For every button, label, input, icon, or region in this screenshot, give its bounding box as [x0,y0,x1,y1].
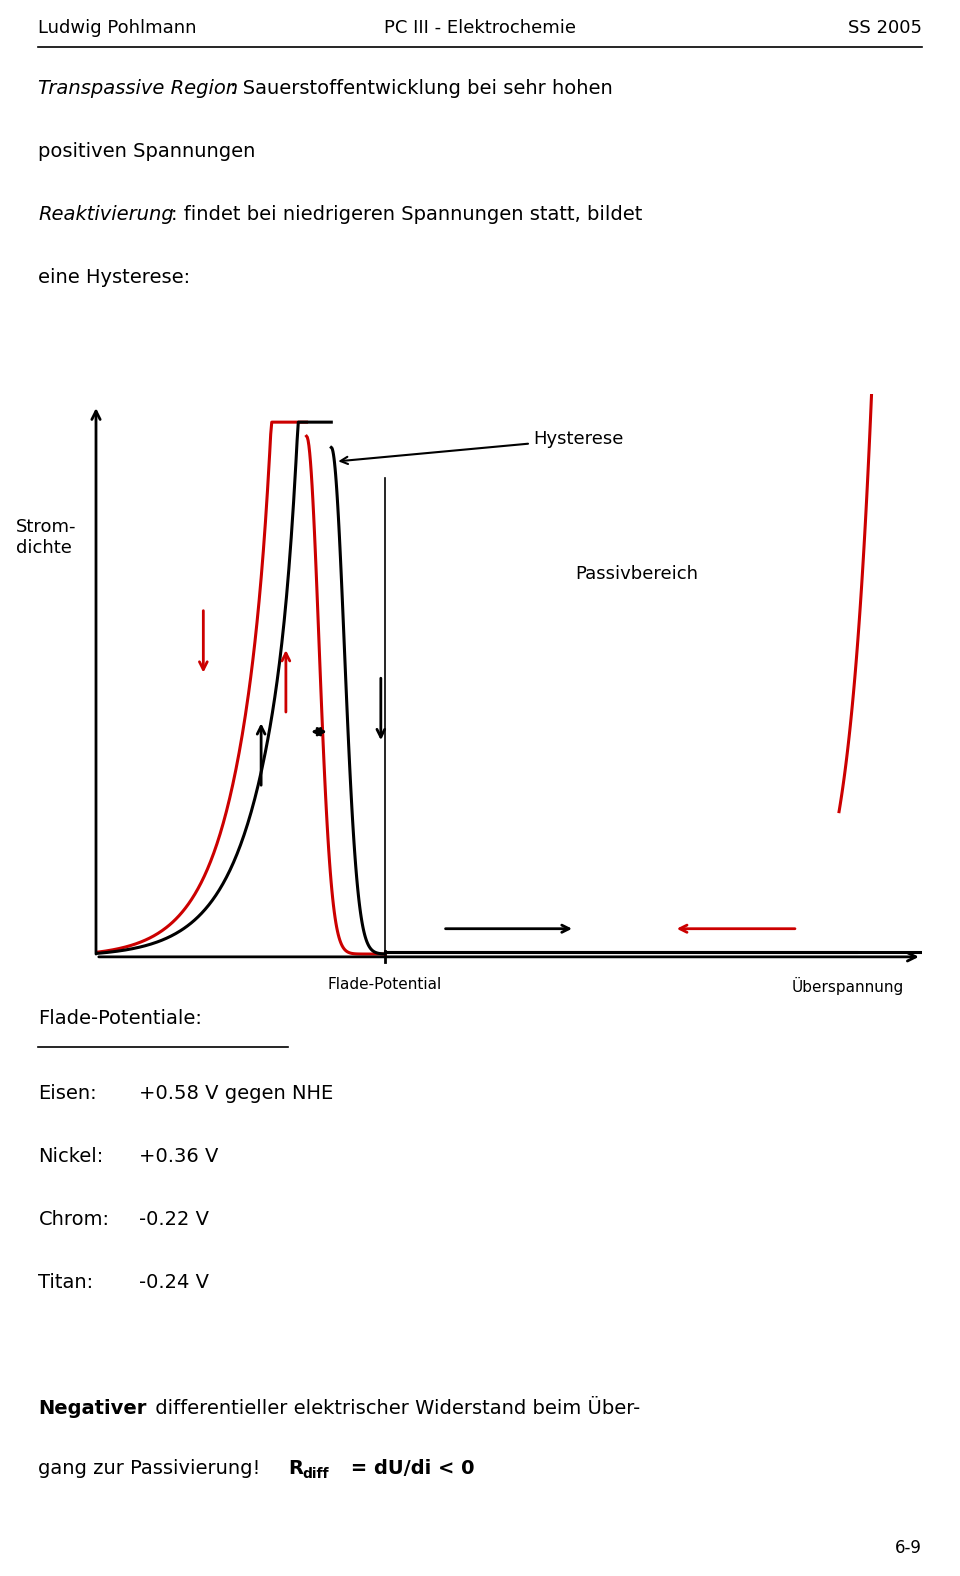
Text: Negativer: Negativer [38,1399,147,1418]
Text: PC III - Elektrochemie: PC III - Elektrochemie [384,19,576,36]
Text: Strom-
dichte: Strom- dichte [16,519,77,556]
Text: gang zur Passivierung!: gang zur Passivierung! [38,1459,261,1478]
Text: positiven Spannungen: positiven Spannungen [38,142,255,161]
Text: +0.36 V: +0.36 V [139,1147,219,1166]
Text: Hysterese: Hysterese [341,430,624,463]
Text: : findet bei niedrigeren Spannungen statt, bildet: : findet bei niedrigeren Spannungen stat… [171,205,642,224]
Text: = dU/di < 0: = dU/di < 0 [344,1459,474,1478]
Text: Flade-Potential: Flade-Potential [327,977,443,991]
Text: R: R [288,1459,303,1478]
Text: SS 2005: SS 2005 [848,19,922,36]
Text: -0.24 V: -0.24 V [139,1273,209,1292]
Text: Ludwig Pohlmann: Ludwig Pohlmann [38,19,197,36]
Text: Überspannung: Überspannung [791,977,903,994]
Text: Eisen:: Eisen: [38,1084,97,1103]
Text: diff: diff [302,1467,329,1481]
Text: Transpassive Region: Transpassive Region [38,79,238,98]
Text: Flade-Potentiale:: Flade-Potentiale: [38,1009,203,1028]
Text: differentieller elektrischer Widerstand beim Über-: differentieller elektrischer Widerstand … [149,1399,640,1418]
Text: +0.58 V gegen NHE: +0.58 V gegen NHE [139,1084,333,1103]
Text: Reaktivierung: Reaktivierung [38,205,174,224]
Text: Nickel:: Nickel: [38,1147,104,1166]
Text: Chrom:: Chrom: [38,1210,109,1229]
Text: -0.22 V: -0.22 V [139,1210,209,1229]
Text: Passivbereich: Passivbereich [575,566,698,583]
Text: : Sauerstoffentwicklung bei sehr hohen: : Sauerstoffentwicklung bei sehr hohen [230,79,613,98]
Text: 6-9: 6-9 [895,1540,922,1557]
Text: eine Hysterese:: eine Hysterese: [38,268,190,287]
Text: Titan:: Titan: [38,1273,93,1292]
